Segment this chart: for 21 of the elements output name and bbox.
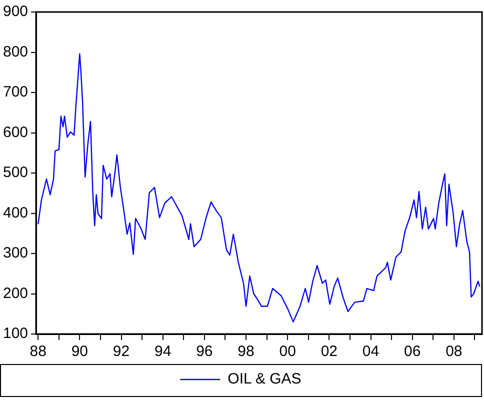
x-tick-label: 02 (320, 343, 338, 360)
x-tick-label: 98 (238, 343, 254, 360)
y-tick-label: 500 (2, 164, 28, 182)
legend-label: OIL & GAS (228, 370, 302, 388)
x-tick-label: 08 (446, 343, 462, 360)
y-tick-label: 800 (2, 43, 28, 60)
y-tick-label: 300 (2, 244, 28, 262)
x-tick-label: 96 (196, 343, 213, 360)
y-tick-label: 400 (2, 204, 28, 222)
x-tick-label: 88 (30, 343, 46, 360)
x-tick-label: 90 (71, 343, 88, 360)
y-tick-label: 700 (2, 84, 28, 101)
y-tick-label: 100 (2, 325, 28, 342)
x-tick-label: 04 (362, 343, 380, 360)
x-tick-label: 06 (404, 343, 421, 360)
x-tick-label: 92 (112, 343, 130, 360)
y-tick-label: 900 (2, 3, 28, 20)
y-tick-label: 600 (2, 124, 28, 141)
x-tick-label: 94 (154, 343, 172, 360)
x-tick-label: 00 (279, 343, 296, 360)
y-tick-label: 200 (2, 284, 28, 302)
